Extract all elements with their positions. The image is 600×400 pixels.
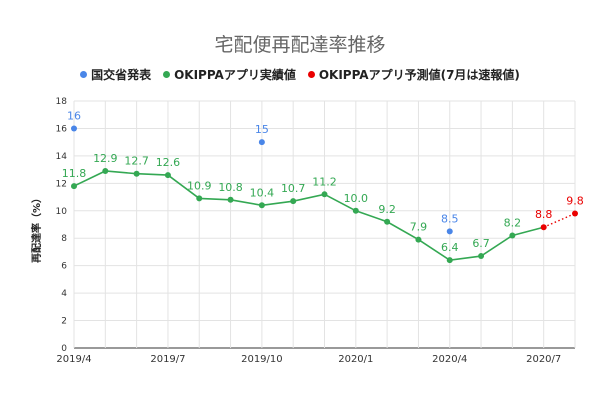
x-tick-label: 2019/10 xyxy=(241,354,283,365)
y-tick-label: 18 xyxy=(56,97,68,107)
data-label-mlit: 15 xyxy=(255,123,269,136)
data-label-okippa-actual: 10.8 xyxy=(218,181,243,194)
legend-dot-mlit xyxy=(80,71,88,78)
y-tick-label: 14 xyxy=(56,152,68,162)
legend-label-okippa-actual: OKIPPAアプリ実績値 xyxy=(174,68,296,82)
data-label-okippa-actual: 11.2 xyxy=(312,175,337,188)
data-point-okippa-forecast xyxy=(572,210,578,217)
x-tick-label: 2020/4 xyxy=(432,354,467,365)
axes: 0 2 4 6 8 10 12 14 16 18 2019/4 2019/7 2019/10 2020/1… xyxy=(56,97,562,365)
y-tick-label: 10 xyxy=(56,207,68,217)
data-label-okippa-actual: 12.9 xyxy=(93,152,118,165)
data-labels: 16 15 8.5 11.8 12.9 12.7 12.6 10.9 10.8 10.4 10.7 1… xyxy=(62,109,584,254)
y-tick-label: 16 xyxy=(56,124,68,134)
data-point-okippa-actual xyxy=(384,218,391,225)
y-tick-label: 6 xyxy=(61,262,67,272)
grid xyxy=(73,100,576,349)
data-label-okippa-actual: 7.9 xyxy=(410,221,428,234)
data-point-mlit xyxy=(71,125,77,132)
data-label-okippa-actual: 10.7 xyxy=(281,182,306,195)
y-tick-label: 0 xyxy=(61,344,67,354)
data-point-mlit xyxy=(258,139,265,146)
data-point-okippa-actual xyxy=(102,167,109,174)
data-label-mlit: 8.5 xyxy=(441,212,459,225)
x-tick-label: 2020/7 xyxy=(526,354,561,365)
data-point-okippa-actual xyxy=(164,172,171,179)
data-label-okippa-actual: 6.7 xyxy=(472,237,490,250)
legend-item-okippa-actual: OKIPPAアプリ実績値 xyxy=(163,66,296,83)
data-point-okippa-actual xyxy=(133,170,140,177)
series-connector xyxy=(512,226,544,237)
data-label-okippa-actual: 9.2 xyxy=(378,203,396,216)
data-point-okippa-actual xyxy=(321,191,328,198)
legend-dot-okippa-actual xyxy=(163,71,171,78)
data-point-okippa-actual xyxy=(509,232,516,239)
data-point-mlit xyxy=(446,228,453,235)
chart-title: 宅配便再配達率推移 xyxy=(214,34,386,56)
legend-item-mlit: 国交省発表 xyxy=(80,66,151,83)
data-label-okippa-actual: 12.6 xyxy=(156,156,181,169)
legend-item-okippa-forecast: OKIPPAアプリ予測値(7月は速報値) xyxy=(307,66,520,83)
data-label-okippa-actual: 8.2 xyxy=(504,216,522,229)
data-point-okippa-forecast xyxy=(540,224,547,231)
data-point-okippa-actual xyxy=(415,236,422,243)
series-line-okippa-forecast xyxy=(543,212,576,228)
data-label-okippa-actual: 6.4 xyxy=(441,241,459,254)
data-label-okippa-actual: 10.9 xyxy=(187,179,212,192)
x-tick-label: 2020/1 xyxy=(338,354,373,365)
y-tick-label: 4 xyxy=(61,289,67,299)
legend-label-okippa-forecast: OKIPPAアプリ予測値(7月は速報値) xyxy=(318,68,520,82)
data-point-okippa-actual xyxy=(352,207,359,214)
x-tick-label: 2019/7 xyxy=(150,354,185,365)
series xyxy=(71,125,578,264)
data-point-okippa-actual xyxy=(290,198,297,205)
legend-dot-okippa-forecast xyxy=(307,71,315,78)
data-label-okippa-actual: 10.4 xyxy=(250,186,275,199)
data-point-okippa-actual xyxy=(478,253,485,260)
data-point-okippa-actual xyxy=(227,196,234,203)
data-point-okippa-actual xyxy=(196,195,203,202)
data-label-okippa-actual: 12.7 xyxy=(124,155,149,168)
y-tick-label: 12 xyxy=(56,179,67,189)
data-label-okippa-actual: 10.0 xyxy=(344,192,369,205)
x-tick-label: 2019/4 xyxy=(56,354,91,365)
data-label-mlit: 16 xyxy=(67,109,81,122)
data-point-okippa-actual xyxy=(258,202,265,209)
y-tick-label: 8 xyxy=(61,234,67,244)
legend: 国交省発表 OKIPPAアプリ実績値 OKIPPAアプリ予測値(7月は速報値) xyxy=(0,66,600,83)
data-point-okippa-actual xyxy=(446,257,453,264)
data-label-okippa-actual: 11.8 xyxy=(62,167,87,180)
data-point-okippa-actual xyxy=(71,183,77,190)
data-label-okippa-forecast: 9.8 xyxy=(566,195,584,208)
legend-label-mlit: 国交省発表 xyxy=(91,68,152,82)
y-axis-label: 再配達率（%） xyxy=(30,193,43,263)
y-tick-label: 2 xyxy=(61,317,67,327)
data-label-okippa-forecast: 8.8 xyxy=(535,208,553,221)
